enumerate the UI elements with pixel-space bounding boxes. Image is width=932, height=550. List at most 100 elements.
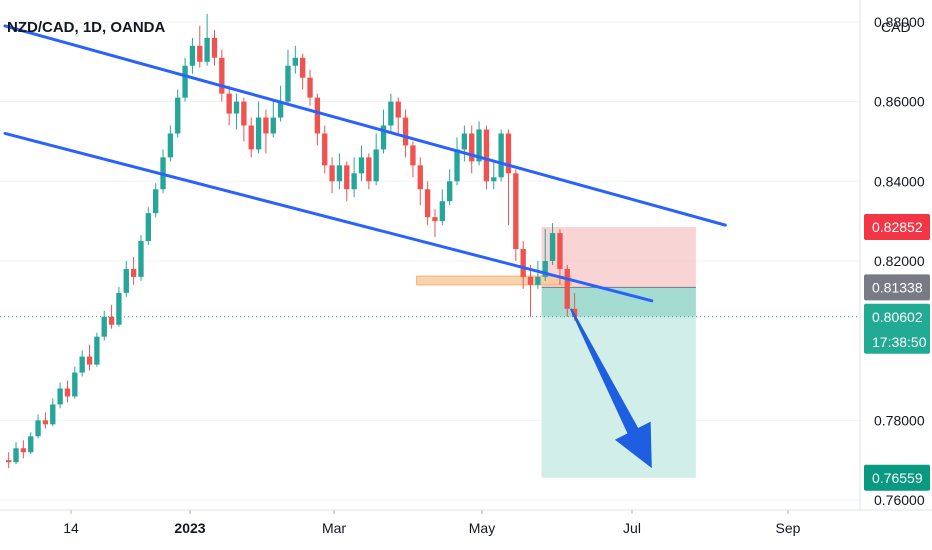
candle [461, 125, 468, 162]
channel-lower-trendline[interactable] [3, 131, 654, 303]
candle [101, 310, 107, 341]
time-tick-label: Sep [776, 520, 801, 536]
candle [189, 37, 196, 74]
candle [226, 85, 232, 126]
chart-grid [0, 21, 860, 501]
candle-body [211, 37, 218, 58]
candle-body [447, 181, 453, 202]
candle-body [20, 448, 27, 453]
candle-body [263, 117, 269, 134]
price-tick-label: 0.78000 [874, 412, 925, 428]
candle [527, 264, 534, 317]
price-axis[interactable]: 0.88000 0.86000 0.84000 0.82000 0.78000 0.760… [874, 14, 925, 508]
candle [285, 49, 291, 106]
candle-body [388, 101, 394, 126]
candle [204, 13, 210, 66]
candle-body [454, 149, 460, 182]
candle [564, 264, 570, 317]
candle [424, 181, 431, 226]
candle-body [571, 308, 578, 317]
candle-body [461, 133, 468, 150]
candle [432, 209, 438, 238]
candle-body [513, 173, 519, 250]
candle-body [42, 420, 49, 425]
candle-body [417, 165, 423, 190]
candle [72, 366, 78, 399]
candle-body [277, 101, 284, 118]
candle-body [307, 77, 313, 98]
time-tick-label: Jul [623, 520, 641, 536]
candle-body [189, 45, 196, 66]
candle-body [424, 189, 431, 218]
candle-body [219, 57, 225, 94]
candle-body [6, 460, 12, 463]
candle [505, 129, 512, 226]
currency-label[interactable]: CAD [881, 19, 911, 35]
down-arrow-icon[interactable] [570, 308, 652, 469]
candle-body [351, 173, 357, 190]
symbol-title[interactable]: NZD/CAD, 1D, OANDA [7, 19, 166, 36]
candle-body [123, 268, 129, 293]
candle [153, 183, 159, 218]
candle [138, 235, 144, 281]
candle-body [116, 292, 122, 325]
candle [388, 93, 394, 134]
candle [300, 53, 306, 90]
candle [314, 93, 321, 146]
candle [395, 97, 401, 134]
candle-body [520, 249, 526, 277]
candle-body [72, 372, 78, 397]
candle-body [108, 316, 115, 325]
candle [373, 133, 379, 186]
time-tick-label: 2023 [174, 520, 205, 536]
candle-body [336, 165, 343, 182]
candle [498, 129, 504, 182]
candle-body [498, 133, 504, 178]
channel-upper-trendline[interactable] [3, 24, 727, 227]
candle-body [527, 276, 534, 285]
candle-body [542, 260, 548, 277]
candle-body [153, 189, 159, 214]
resistance-box[interactable] [416, 275, 572, 286]
candle [175, 89, 181, 138]
candle [233, 93, 240, 130]
candle [116, 286, 122, 327]
candle [35, 414, 41, 439]
candle [410, 141, 416, 178]
position-zones [416, 227, 696, 478]
price-tick-label: 0.76000 [874, 492, 925, 508]
candle-body [57, 388, 63, 405]
candle-body [197, 45, 203, 62]
candle-body [300, 57, 306, 78]
candle-body [432, 217, 438, 222]
candle-body [167, 133, 174, 158]
candle-body [410, 145, 416, 166]
candle-body [285, 65, 291, 102]
candle [351, 157, 357, 198]
price-tick-label: 0.88000 [874, 14, 925, 30]
candle-body [204, 37, 210, 62]
time-tick-label: May [469, 520, 495, 536]
candle [329, 157, 335, 194]
candle [535, 260, 541, 289]
candle-body [373, 149, 379, 182]
target-price-text: 0.76559 [872, 470, 923, 486]
candle [13, 442, 19, 465]
candle-body [101, 316, 107, 337]
time-axis[interactable]: 14 2023 Mar May Jul Sep [63, 510, 801, 536]
price-tick-label: 0.82000 [874, 253, 925, 269]
candle [182, 57, 188, 102]
price-labels: 0.82852 0.81338 0.80602 17:38:50 0.76559 [864, 214, 930, 491]
entry-price-badge [864, 274, 930, 301]
candle [402, 109, 409, 158]
candle [50, 398, 56, 427]
candle [520, 241, 526, 289]
candle-body [469, 133, 475, 162]
candle-body [292, 57, 298, 66]
candle [197, 25, 203, 68]
candle [307, 69, 313, 106]
candle-body [233, 101, 240, 114]
candle [513, 169, 519, 261]
candle [454, 137, 460, 186]
